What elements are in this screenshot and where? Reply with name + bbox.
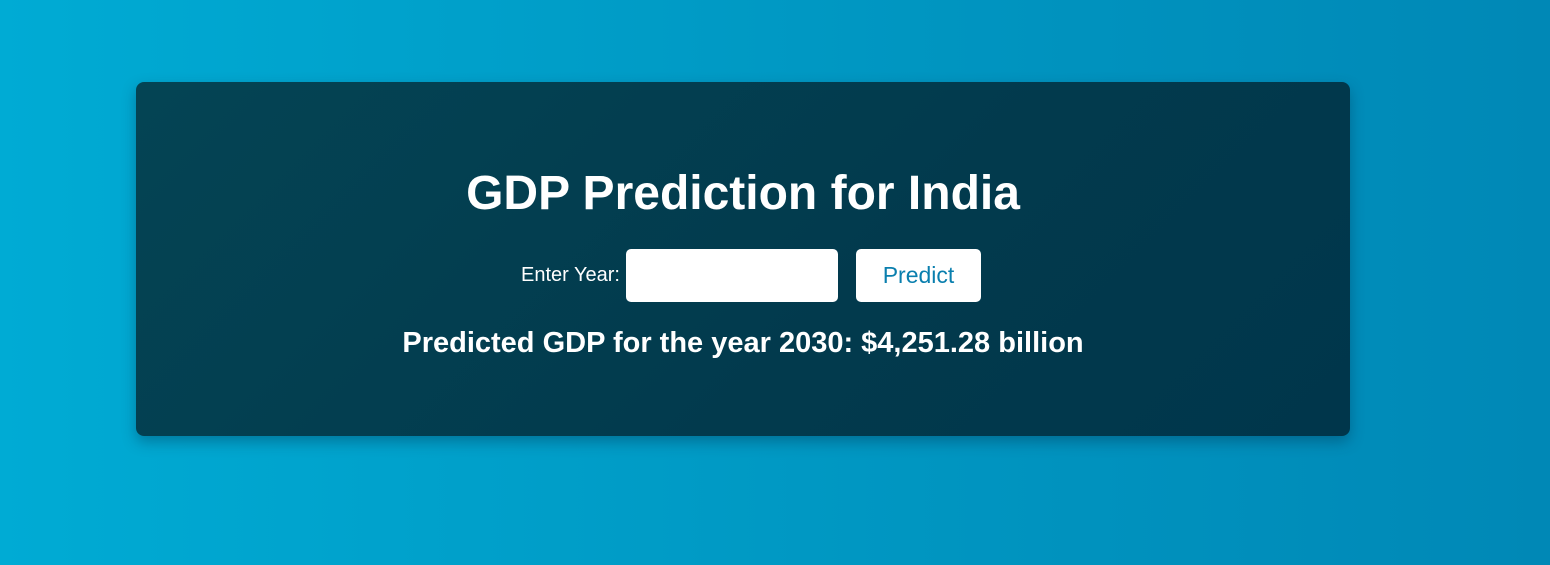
year-label: Enter Year: (521, 264, 620, 286)
prediction-card: GDP Prediction for India Enter Year: Pre… (136, 82, 1350, 436)
year-input[interactable] (625, 249, 838, 302)
year-form: Enter Year: Predict (136, 249, 1350, 302)
prediction-result: Predicted GDP for the year 2030: $4,251.… (402, 327, 1084, 359)
page-title: GDP Prediction for India (466, 167, 1020, 220)
predict-button[interactable]: Predict (855, 249, 981, 302)
